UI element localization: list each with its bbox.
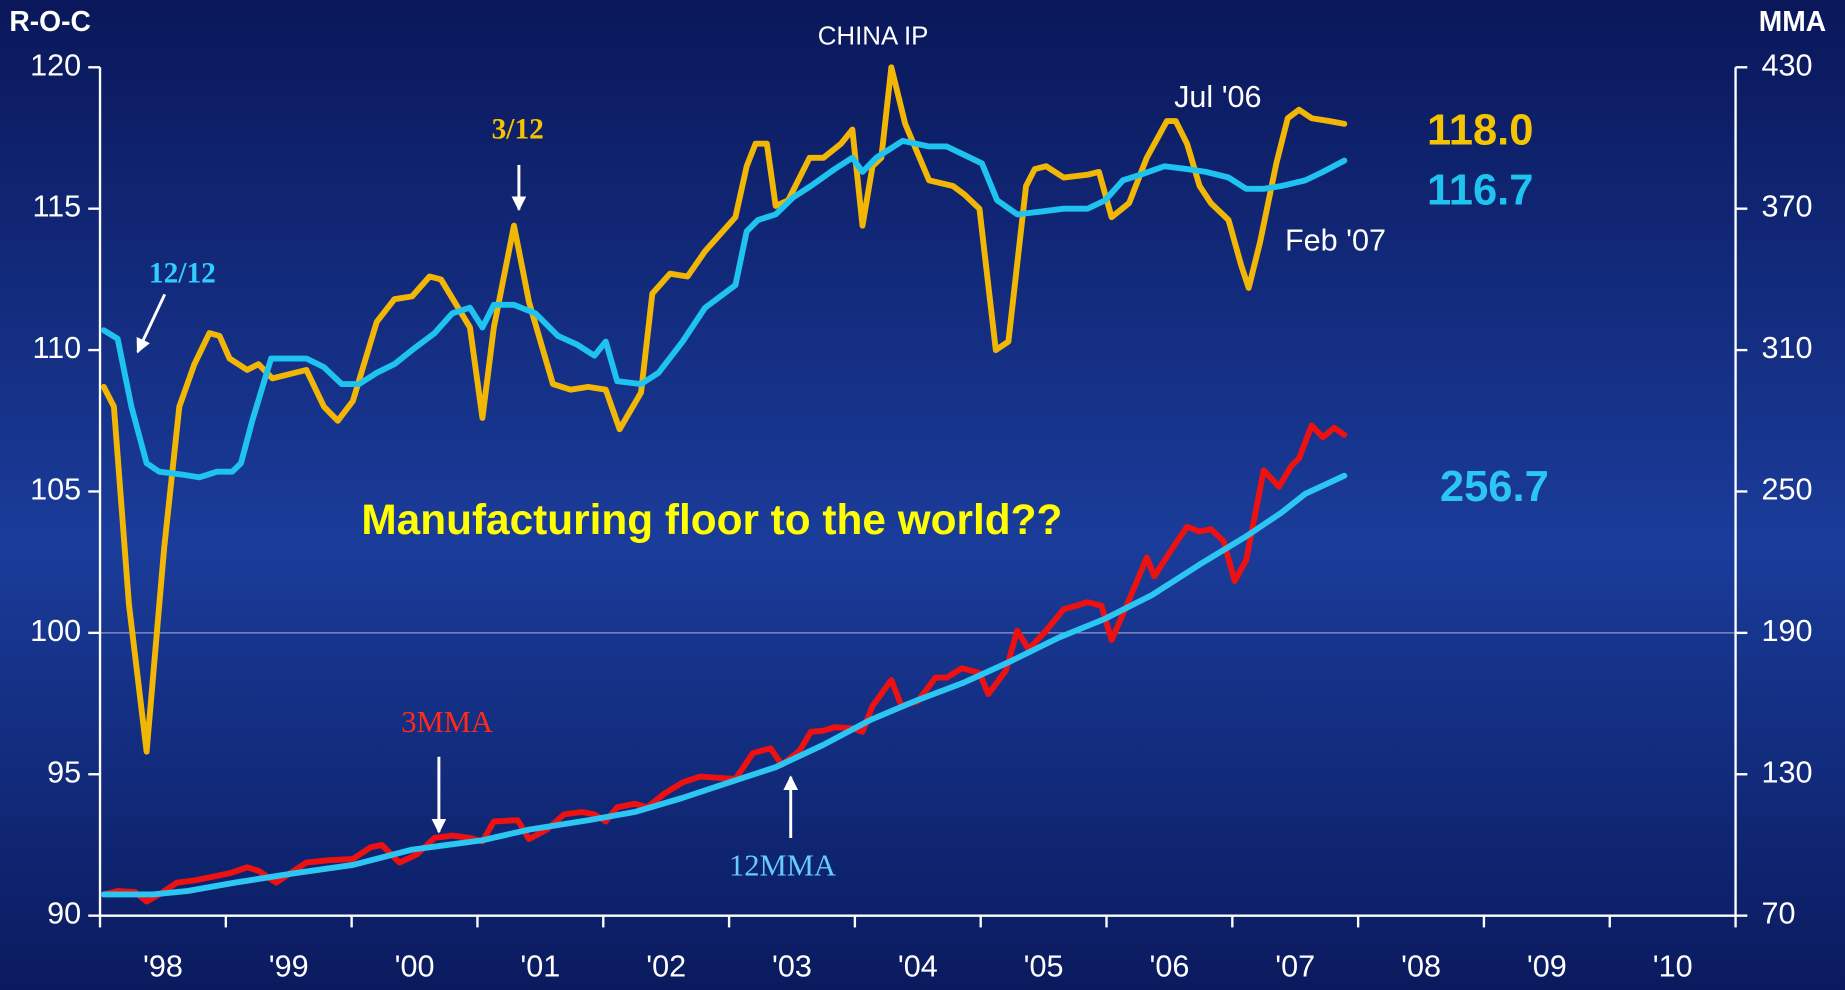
y-tick-label: 100 xyxy=(30,614,81,648)
series-label: 12/12 xyxy=(149,257,216,289)
y-tick-label: 90 xyxy=(47,897,81,931)
x-tick-label: '05 xyxy=(1024,950,1064,984)
x-tick-label: '00 xyxy=(395,950,435,984)
y-tick-label: 110 xyxy=(32,331,81,365)
x-tick-label: '99 xyxy=(269,950,309,984)
x-tick-label: '03 xyxy=(772,950,812,984)
y2-tick-label: 190 xyxy=(1761,614,1812,648)
annotation: Jul '06 xyxy=(1174,80,1261,114)
y2-tick-label: 250 xyxy=(1761,473,1812,507)
series-label: 3MMA xyxy=(401,705,493,739)
y2-tick-label: 310 xyxy=(1761,331,1812,365)
x-tick-label: '06 xyxy=(1149,950,1189,984)
x-tick-label: '10 xyxy=(1653,950,1693,984)
x-tick-label: '08 xyxy=(1401,950,1441,984)
series-label: 3/12 xyxy=(492,114,544,146)
y-tick-label: 115 xyxy=(32,190,81,224)
x-tick-label: '07 xyxy=(1275,950,1315,984)
y2-axis-label: MMA xyxy=(1759,5,1826,37)
y2-tick-label: 430 xyxy=(1761,48,1812,82)
x-tick-label: '98 xyxy=(143,950,183,984)
series-line xyxy=(100,64,1348,755)
y-tick-label: 120 xyxy=(30,48,81,82)
chart-title: CHINA IP xyxy=(818,23,929,51)
annotation: Manufacturing floor to the world?? xyxy=(361,496,1062,543)
x-tick-label: '09 xyxy=(1527,950,1567,984)
annotation: Feb '07 xyxy=(1285,224,1386,258)
arrow xyxy=(136,293,167,354)
series-line xyxy=(100,472,1348,898)
end-label: 116.7 xyxy=(1427,167,1534,215)
x-tick-label: '01 xyxy=(520,950,560,984)
arrows xyxy=(136,164,799,838)
series-line xyxy=(100,137,1348,481)
y2-tick-label: 70 xyxy=(1761,897,1795,931)
y-axis-label: R-O-C xyxy=(9,5,91,37)
y2-tick-label: 370 xyxy=(1761,190,1812,224)
y-tick-label: 105 xyxy=(30,473,81,507)
y-tick-label: 95 xyxy=(47,755,81,789)
end-label: 118.0 xyxy=(1427,107,1534,155)
x-tick-label: '04 xyxy=(898,950,938,984)
y2-tick-label: 130 xyxy=(1761,755,1812,789)
x-tick-label: '02 xyxy=(646,950,686,984)
series-label: 12MMA xyxy=(729,849,836,883)
end-label: 256.7 xyxy=(1440,463,1549,511)
